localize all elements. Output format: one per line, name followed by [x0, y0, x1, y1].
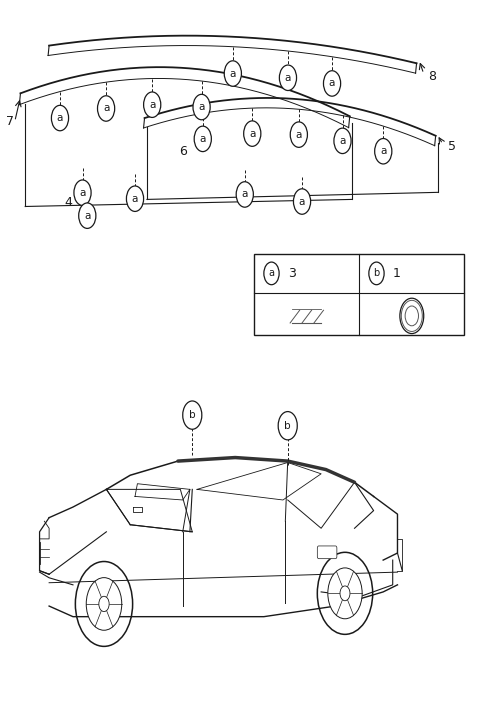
Circle shape: [193, 94, 210, 120]
Circle shape: [51, 105, 69, 131]
Text: b: b: [373, 268, 380, 278]
Text: a: a: [241, 190, 248, 200]
Circle shape: [79, 203, 96, 229]
Text: b: b: [285, 421, 291, 431]
Circle shape: [279, 65, 297, 90]
Circle shape: [244, 121, 261, 146]
Text: 6: 6: [179, 145, 187, 158]
Text: 7: 7: [6, 115, 14, 128]
Circle shape: [369, 262, 384, 285]
Circle shape: [328, 568, 362, 619]
Text: 5: 5: [447, 140, 456, 153]
Text: a: a: [296, 130, 302, 140]
Text: a: a: [84, 211, 90, 221]
Circle shape: [278, 412, 297, 440]
Text: 8: 8: [429, 70, 436, 82]
Text: a: a: [229, 69, 236, 79]
Circle shape: [183, 401, 202, 430]
Text: a: a: [329, 78, 335, 89]
Text: a: a: [149, 99, 156, 110]
Circle shape: [290, 122, 307, 148]
Circle shape: [400, 298, 424, 334]
Text: a: a: [103, 104, 109, 114]
Circle shape: [236, 182, 253, 207]
Text: a: a: [249, 129, 255, 138]
Text: a: a: [132, 194, 138, 204]
Text: a: a: [200, 134, 206, 144]
Circle shape: [405, 306, 419, 326]
Text: 2: 2: [246, 187, 253, 201]
Circle shape: [224, 61, 241, 86]
Circle shape: [264, 262, 279, 285]
Circle shape: [74, 180, 91, 205]
Text: a: a: [285, 72, 291, 83]
Circle shape: [126, 186, 144, 212]
Circle shape: [375, 138, 392, 164]
Text: 4: 4: [64, 197, 72, 209]
Text: 3: 3: [288, 267, 296, 280]
Text: a: a: [299, 197, 305, 207]
Circle shape: [97, 96, 115, 121]
Text: a: a: [198, 102, 205, 112]
FancyBboxPatch shape: [317, 546, 337, 559]
Circle shape: [194, 126, 211, 152]
Text: a: a: [79, 187, 86, 197]
Text: a: a: [339, 136, 346, 146]
Text: a: a: [57, 113, 63, 123]
Circle shape: [144, 92, 161, 117]
Circle shape: [75, 562, 132, 646]
Text: 1: 1: [393, 267, 400, 280]
Text: a: a: [380, 146, 386, 156]
Circle shape: [340, 586, 350, 601]
Text: a: a: [268, 268, 275, 278]
Circle shape: [293, 189, 311, 214]
Circle shape: [401, 300, 422, 332]
Text: b: b: [189, 410, 195, 420]
FancyBboxPatch shape: [254, 254, 464, 335]
Circle shape: [86, 578, 122, 630]
Circle shape: [324, 71, 341, 96]
Circle shape: [334, 128, 351, 153]
Circle shape: [317, 552, 372, 634]
Circle shape: [99, 596, 109, 611]
